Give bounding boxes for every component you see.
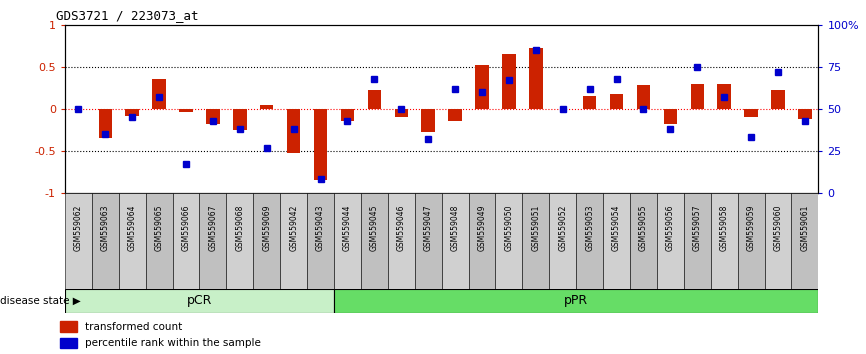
Bar [233,109,247,130]
Bar [340,109,354,121]
Bar [206,109,220,124]
Bar [690,84,704,109]
Bar [637,85,650,109]
Bar [145,193,172,289]
Bar [765,193,792,289]
Bar [422,109,435,132]
Bar [388,193,415,289]
Bar [630,193,657,289]
Bar [549,193,576,289]
Bar [92,193,119,289]
Text: GSM559050: GSM559050 [504,204,514,251]
Text: GSM559054: GSM559054 [612,204,621,251]
Text: GSM559045: GSM559045 [370,204,379,251]
Text: GSM559047: GSM559047 [423,204,433,251]
Text: GSM559056: GSM559056 [666,204,675,251]
Bar [792,193,818,289]
Text: GSM559048: GSM559048 [450,204,460,251]
Bar [334,289,818,313]
Text: GSM559042: GSM559042 [289,204,298,251]
Text: GSM559051: GSM559051 [532,204,540,251]
Bar [60,338,76,348]
Bar [522,193,549,289]
Bar [126,109,139,115]
Bar [152,79,166,109]
Bar [260,105,274,109]
Text: GSM559058: GSM559058 [720,204,728,251]
Text: transformed count: transformed count [85,322,182,332]
Bar [253,193,281,289]
Bar [657,193,684,289]
Bar [179,109,193,112]
Bar [529,48,543,109]
Bar [583,96,597,109]
Bar [711,193,738,289]
Bar [65,289,334,313]
Bar [281,193,307,289]
Text: GSM559064: GSM559064 [127,204,137,251]
Bar [368,90,381,109]
Text: disease state ▶: disease state ▶ [0,296,81,306]
Text: GSM559053: GSM559053 [585,204,594,251]
Bar [313,109,327,180]
Bar [610,94,624,109]
Text: percentile rank within the sample: percentile rank within the sample [85,338,261,348]
Text: GSM559055: GSM559055 [639,204,648,251]
Bar [469,193,495,289]
Bar [307,193,334,289]
Bar [684,193,711,289]
Text: pCR: pCR [187,295,212,307]
Text: GSM559043: GSM559043 [316,204,325,251]
Bar [745,109,758,117]
Bar [576,193,603,289]
Bar [663,109,677,124]
Bar [172,193,199,289]
Bar [65,193,92,289]
Bar [738,193,765,289]
Text: GSM559063: GSM559063 [100,204,110,251]
Text: GSM559062: GSM559062 [74,204,83,251]
Text: GSM559057: GSM559057 [693,204,701,251]
Bar [60,321,76,332]
Text: GSM559046: GSM559046 [397,204,406,251]
Bar [287,109,301,153]
Text: GSM559052: GSM559052 [559,204,567,251]
Bar [334,193,361,289]
Text: GSM559066: GSM559066 [182,204,191,251]
Bar [772,90,785,109]
Bar [442,193,469,289]
Bar [226,193,253,289]
Text: GSM559059: GSM559059 [746,204,756,251]
Bar [495,193,522,289]
Bar [99,109,112,138]
Bar [415,193,442,289]
Text: GSM559067: GSM559067 [209,204,217,251]
Text: GDS3721 / 223073_at: GDS3721 / 223073_at [56,9,199,22]
Text: GSM559065: GSM559065 [155,204,164,251]
Bar [449,109,462,121]
Text: GSM559044: GSM559044 [343,204,352,251]
Bar [798,109,811,119]
Bar [395,109,408,117]
Bar [717,84,731,109]
Text: GSM559049: GSM559049 [477,204,487,251]
Bar [502,54,515,109]
Text: GSM559069: GSM559069 [262,204,271,251]
Bar [199,193,226,289]
Bar [603,193,630,289]
Bar [475,65,488,109]
Text: GSM559061: GSM559061 [800,204,810,251]
Text: GSM559068: GSM559068 [236,204,244,251]
Bar [361,193,388,289]
Text: GSM559060: GSM559060 [773,204,783,251]
Bar [119,193,145,289]
Text: pPR: pPR [564,295,588,307]
